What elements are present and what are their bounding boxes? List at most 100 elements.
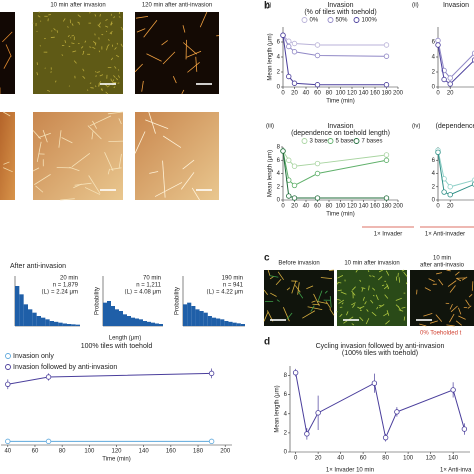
x-tick-label: 140 [139,449,150,455]
histogram-bar [139,319,143,326]
filament [107,168,110,175]
data-point [292,369,299,376]
y-tick-label: 0 [277,85,281,91]
filament [368,285,370,291]
data-point [383,157,390,163]
x-tick-label: 80 [382,456,389,462]
filament [424,287,431,291]
histogram-bar [155,323,159,326]
annotation: n = 1,879 [53,283,79,289]
filament [180,172,195,190]
filament [3,161,10,165]
filament [84,40,87,43]
filament [263,289,268,296]
filament [32,167,40,172]
filament [47,89,51,92]
filament [277,271,284,281]
panel-label: c [264,253,270,264]
y-tick-label: 6 [277,40,281,46]
filament [91,131,94,140]
data-point [383,53,390,59]
x-tick-label: 140 [448,456,459,462]
annotation: ⟨L⟩ = 4.22 μm [206,289,243,296]
y-axis-label: Mean length (μm) [268,150,274,197]
x-tick-label: 0 [436,91,440,97]
filament [104,152,114,172]
histogram-bar [41,317,46,326]
filament [89,46,92,48]
filament [297,291,304,299]
filament [324,290,328,294]
x-tick-label: 140 [358,204,369,210]
filament [337,289,342,292]
y-tick-label: 4 [277,171,281,177]
annotation: 190 min [222,276,243,282]
histogram-bar [211,317,217,326]
image-caption: 120 min after anti-invasion [142,3,212,9]
y-tick-label: 0 [284,450,288,456]
filament [66,26,69,28]
filament [36,72,39,76]
data-point [314,82,321,88]
panel-label: d [264,337,270,348]
legend-label: 50% [336,18,349,24]
image [135,112,219,200]
data-point [280,32,286,38]
filament [73,183,82,189]
filament [98,50,101,53]
histogram-bar [45,319,50,326]
filament [336,298,341,301]
filament [71,42,75,45]
chart-label: (iii) [266,124,274,130]
x-tick-label: 180 [381,204,392,210]
x-tick-label: 180 [193,449,204,455]
y-tick-label: 0 [432,198,436,204]
histogram-bar [207,316,212,326]
legend-label: Invasion followed by anti-invasion [13,364,117,371]
filament [341,302,344,305]
legend-marker [353,17,360,23]
x-tick-label: 200 [393,91,404,97]
data-point [383,195,390,201]
filament [2,31,13,43]
y-axis-label: Probability [175,287,181,315]
filament [423,313,433,317]
filament [80,46,84,49]
legend-marker [353,138,360,144]
filament [436,272,443,275]
filament [384,294,389,299]
filament [446,324,455,327]
filament [361,287,364,292]
image [135,12,219,94]
data-point [291,49,298,55]
filament [352,304,356,308]
filament [110,21,113,26]
filament [362,296,365,301]
series-line [437,40,474,79]
filament [320,277,332,279]
y-axis-label: Probability [95,287,101,315]
series-line [437,150,474,188]
filament [84,187,101,195]
filament [107,111,124,115]
filament [199,11,208,28]
filament [343,320,348,324]
data-point [5,438,11,445]
image-caption: 10 min [433,256,451,262]
data-point [447,75,453,81]
filament [98,22,101,26]
filament [114,66,117,69]
histogram-bar [143,321,147,326]
image [33,112,123,200]
filament [141,80,144,92]
histogram-bar [195,309,200,326]
chart-title: Invasion [327,2,353,9]
histogram-bar [232,322,237,326]
filament [381,284,385,287]
filament [98,81,102,85]
filament [172,75,177,84]
filament [3,111,11,117]
footer-label: 1× Invader 10 min [326,468,374,474]
filament [5,44,12,57]
